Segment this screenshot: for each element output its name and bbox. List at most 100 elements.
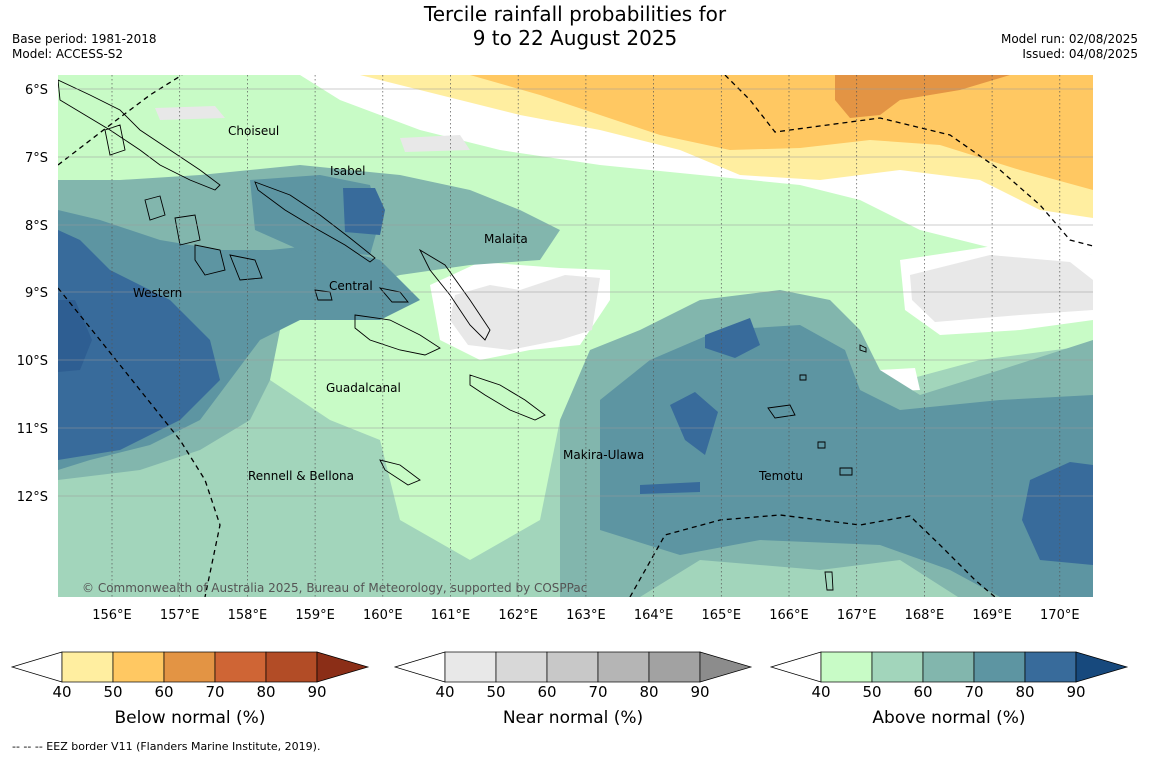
area-above-80-makira: [670, 392, 718, 455]
chart-title: Tercile rainfall probabilities for 9 to …: [0, 2, 1150, 50]
lon-label: 168°E: [905, 608, 945, 623]
legend-arrow-left: [769, 651, 822, 683]
eez-west: [58, 287, 221, 597]
temotu-islet-d: [799, 374, 807, 381]
temotu-islet-b: [839, 467, 853, 476]
map-fill-layer: [58, 75, 1093, 597]
santa-cruz-island: [767, 404, 796, 419]
makira-island: [469, 374, 546, 421]
eez-south: [629, 514, 996, 597]
legend-swatch: [973, 651, 1026, 683]
legend-swatch: [163, 651, 216, 683]
legend-arrow-right: [1075, 651, 1129, 683]
lon-label: 162°E: [498, 608, 538, 623]
bougainville-islet: [104, 124, 126, 156]
legend-bar-1: 40 50 60 70 80 90: [393, 651, 753, 701]
issued-date: Issued: 04/08/2025: [1022, 47, 1138, 61]
lat-label: 7°S: [25, 151, 48, 166]
legend-swatch: [597, 651, 650, 683]
label-western: Western: [133, 286, 182, 300]
legend-tick: 70: [205, 683, 224, 701]
model-name: Model: ACCESS-S2: [12, 47, 124, 61]
label-choiseul: Choiseul: [228, 124, 279, 138]
lat-label: 8°S: [25, 219, 48, 234]
legend-tick: 90: [690, 683, 709, 701]
legend-tick: 50: [486, 683, 505, 701]
area-below-50: [470, 75, 1093, 190]
rainfall-map: Choiseul Isabel Malaita Western Central …: [17, 75, 1093, 623]
legend-swatch: [820, 651, 873, 683]
lon-label: 167°E: [837, 608, 877, 623]
legend-tick: 90: [307, 683, 326, 701]
label-temotu: Temotu: [758, 469, 803, 483]
area-near-40-a: [155, 106, 225, 120]
legend-tick: 90: [1066, 683, 1085, 701]
area-above-80-center: [705, 318, 760, 358]
legend-tick: 70: [964, 683, 983, 701]
lat-label: 9°S: [25, 286, 48, 301]
lon-label: 161°E: [431, 608, 471, 623]
legend-swatch: [648, 651, 701, 683]
legend-tick: 80: [639, 683, 658, 701]
legend-tick: 60: [913, 683, 932, 701]
legend-title-near: Near normal (%): [502, 708, 644, 728]
legend-tick: 60: [537, 683, 556, 701]
western-island-b: [174, 214, 201, 246]
legend-swatch: [922, 651, 975, 683]
legend-tick: 80: [1015, 683, 1034, 701]
guadalcanal-island: [354, 314, 441, 356]
central-island: [314, 289, 333, 301]
label-malaita: Malaita: [484, 232, 528, 246]
eez-footnote: -- -- -- EEZ border V11 (Flanders Marine…: [12, 740, 321, 753]
temotu-islet-e: [859, 344, 867, 353]
temotu-islet-a: [817, 441, 826, 449]
area-above-80-south: [640, 482, 700, 494]
legend-bar-0: 40 50 60 70 80 90: [10, 651, 370, 701]
meta-right: Model run: 02/08/2025 Issued: 04/08/2025: [1001, 32, 1138, 62]
lon-label: 169°E: [972, 608, 1012, 623]
lon-label: 164°E: [634, 608, 674, 623]
coastlines: [58, 79, 867, 591]
legend-tick: 60: [154, 683, 173, 701]
legend-tick: 40: [811, 683, 830, 701]
legend-swatch: [1024, 651, 1077, 683]
western-island-c: [194, 244, 226, 276]
copyright-notice: © Commonwealth of Australia 2025, Bureau…: [82, 581, 587, 595]
legend-tick: 50: [862, 683, 881, 701]
legend-swatch: [214, 651, 267, 683]
legend-swatch: [444, 651, 497, 683]
label-rennell: Rennell & Bellona: [248, 469, 354, 483]
area-above-80-west: [58, 230, 220, 460]
lat-label: 11°S: [17, 422, 48, 437]
latitude-labels: 6°S 7°S 8°S 9°S 10°S 11°S 12°S: [17, 83, 48, 505]
label-central: Central: [329, 279, 373, 293]
meta-left: Base period: 1981-2018 Model: ACCESS-S2: [12, 32, 157, 62]
lon-label: 163°E: [566, 608, 606, 623]
lat-label: 6°S: [25, 83, 48, 98]
title-line-1: Tercile rainfall probabilities for: [423, 2, 727, 26]
legend-swatch: [495, 651, 548, 683]
western-island-d: [229, 254, 263, 281]
legend-arrow-right: [699, 651, 753, 683]
area-near-40-b: [400, 135, 470, 152]
rennell-island: [379, 459, 421, 486]
base-period: Base period: 1981-2018: [12, 32, 157, 46]
label-guadalcanal: Guadalcanal: [326, 381, 401, 395]
lon-label: 158°E: [228, 608, 268, 623]
lon-label: 165°E: [702, 608, 742, 623]
lon-label: 156°E: [92, 608, 132, 623]
legend-title-above: Above normal (%): [872, 708, 1026, 728]
lon-label: 160°E: [363, 608, 403, 623]
map-grid: [58, 75, 1093, 597]
lat-label: 10°S: [17, 354, 48, 369]
legend-title-below: Below normal (%): [114, 708, 266, 728]
lon-label: 170°E: [1040, 608, 1080, 623]
legend-tick: 50: [103, 683, 122, 701]
region-labels: Choiseul Isabel Malaita Western Central …: [133, 124, 803, 483]
western-island-a: [144, 195, 166, 221]
area-above-70-east: [600, 325, 1093, 597]
lon-label: 157°E: [160, 608, 200, 623]
eez-north-west: [58, 75, 183, 166]
temotu-islet-c: [824, 571, 834, 591]
central-island-b: [378, 287, 409, 303]
